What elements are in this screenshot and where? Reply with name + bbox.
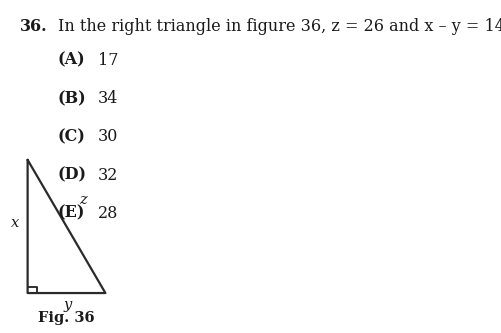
- Text: y: y: [64, 298, 72, 312]
- Text: 36.: 36.: [20, 18, 48, 35]
- Text: (C): (C): [58, 128, 86, 145]
- Text: x: x: [11, 216, 19, 230]
- Text: In the right triangle in figure 36, z = 26 and x – y = 14. x + y =: In the right triangle in figure 36, z = …: [58, 18, 501, 35]
- Text: (D): (D): [58, 166, 87, 183]
- Text: (A): (A): [58, 52, 85, 69]
- Text: z: z: [79, 193, 87, 207]
- Text: 30: 30: [98, 128, 118, 145]
- Text: Fig. 36: Fig. 36: [38, 311, 95, 325]
- Text: (E): (E): [58, 205, 85, 222]
- Text: 17: 17: [98, 52, 118, 69]
- Text: (B): (B): [58, 90, 86, 107]
- Text: 28: 28: [98, 205, 118, 222]
- Text: 32: 32: [98, 166, 118, 183]
- Text: 34: 34: [98, 90, 118, 107]
